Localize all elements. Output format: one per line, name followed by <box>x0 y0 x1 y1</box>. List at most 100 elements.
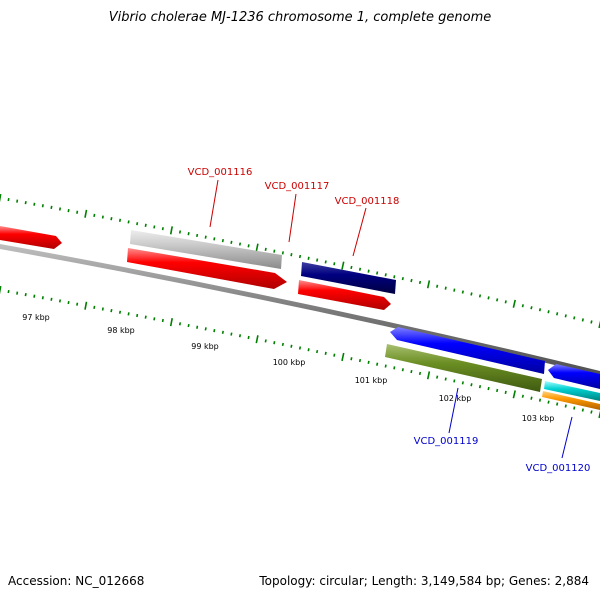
minor-tick <box>581 408 584 412</box>
minor-tick <box>590 410 593 414</box>
minor-tick <box>376 271 379 275</box>
major-tick <box>512 390 516 399</box>
major-tick <box>598 320 600 329</box>
minor-tick <box>538 308 542 312</box>
minor-tick <box>307 256 310 260</box>
minor-tick <box>16 199 19 203</box>
minor-tick <box>136 222 139 226</box>
minor-tick <box>333 353 336 357</box>
minor-tick <box>161 227 164 231</box>
minor-tick <box>127 220 130 224</box>
minor-tick <box>530 396 533 400</box>
minor-tick <box>316 258 319 262</box>
minor-tick <box>410 278 413 283</box>
minor-tick <box>530 306 533 310</box>
minor-tick <box>101 215 104 219</box>
gene-vcd-001116[interactable] <box>130 230 282 269</box>
minor-tick <box>487 386 490 391</box>
scale-label: 97 kbp <box>22 313 50 322</box>
minor-tick <box>161 318 164 323</box>
minor-tick <box>196 233 199 238</box>
gene-label-vcd-001118[interactable]: VCD_001118 <box>335 196 400 207</box>
minor-tick <box>581 318 584 322</box>
minor-tick <box>110 217 113 221</box>
minor-tick <box>470 383 473 387</box>
gene-red-arrow-small[interactable] <box>298 280 391 310</box>
minor-tick <box>496 298 499 302</box>
minor-tick <box>101 307 104 311</box>
minor-tick <box>7 197 10 202</box>
minor-tick <box>521 304 524 308</box>
major-tick <box>0 193 2 203</box>
gene-label-vcd-001119[interactable]: VCD_001119 <box>414 436 479 447</box>
gene-red-arrow-main[interactable] <box>127 248 287 289</box>
leader-vcd-001116 <box>209 179 219 228</box>
scale-label: 102 kbp <box>439 394 472 403</box>
minor-tick <box>358 267 362 271</box>
major-tick <box>169 318 173 327</box>
minor-tick <box>350 357 353 361</box>
minor-tick <box>41 296 44 300</box>
minor-tick <box>118 310 122 314</box>
major-tick <box>512 299 516 308</box>
minor-tick <box>93 213 96 218</box>
gene-blue-arrow-long[interactable] <box>390 327 545 374</box>
minor-tick <box>230 240 233 244</box>
minor-tick <box>127 312 130 316</box>
gene-arrow-red-left[interactable] <box>0 226 62 249</box>
gene-label-vcd-001116[interactable]: VCD_001116 <box>188 167 253 178</box>
minor-tick <box>247 335 250 340</box>
gene-vcd-001120-orange[interactable] <box>542 391 600 410</box>
accession-text: Accession: NC_012668 <box>8 574 145 588</box>
gene-label-vcd-001120[interactable]: VCD_001120 <box>526 463 591 474</box>
minor-tick <box>547 310 550 314</box>
minor-tick <box>7 289 10 294</box>
minor-tick <box>564 314 567 318</box>
major-tick <box>426 371 431 380</box>
major-tick <box>426 280 431 289</box>
minor-tick <box>178 230 182 234</box>
leader-vcd-001120 <box>561 416 573 459</box>
minor-tick <box>204 235 207 239</box>
gene-blue-arrow-right[interactable] <box>548 364 600 389</box>
leader-vcd-001119 <box>448 387 459 434</box>
minor-tick <box>461 381 464 385</box>
minor-tick <box>298 346 302 350</box>
minor-tick <box>290 253 293 257</box>
major-tick <box>341 352 345 362</box>
major-tick <box>255 243 259 252</box>
minor-tick <box>76 210 79 214</box>
minor-tick <box>573 316 576 320</box>
minor-tick <box>573 406 576 410</box>
gene-label-vcd-001117[interactable]: VCD_001117 <box>265 181 330 192</box>
minor-tick <box>358 358 362 363</box>
minor-tick <box>521 394 524 398</box>
minor-tick <box>444 377 447 381</box>
gene-vcd-001119[interactable] <box>385 344 542 392</box>
minor-tick <box>478 385 482 389</box>
minor-tick <box>33 294 36 298</box>
major-tick <box>598 410 600 419</box>
minor-tick <box>333 262 336 266</box>
minor-tick <box>316 349 319 354</box>
gene-vcd-001120-cyan[interactable] <box>544 381 600 401</box>
minor-tick <box>401 368 404 372</box>
scale-label: 103 kbp <box>522 414 555 423</box>
minor-tick <box>418 280 422 285</box>
minor-tick <box>221 238 224 243</box>
genome-summary-text: Topology: circular; Length: 3,149,584 bp… <box>259 574 589 588</box>
minor-tick <box>290 344 293 348</box>
minor-tick <box>556 402 559 406</box>
minor-tick <box>213 237 216 241</box>
minor-tick <box>324 351 327 355</box>
gene-vcd-001118[interactable] <box>301 262 396 294</box>
minor-tick <box>144 223 147 227</box>
minor-tick <box>230 332 233 336</box>
minor-tick <box>118 218 122 222</box>
minor-tick <box>453 379 456 383</box>
minor-tick <box>384 273 387 277</box>
minor-tick <box>58 299 62 303</box>
minor-tick <box>136 313 139 318</box>
inner-tick-row <box>0 285 600 419</box>
minor-tick <box>436 284 439 288</box>
